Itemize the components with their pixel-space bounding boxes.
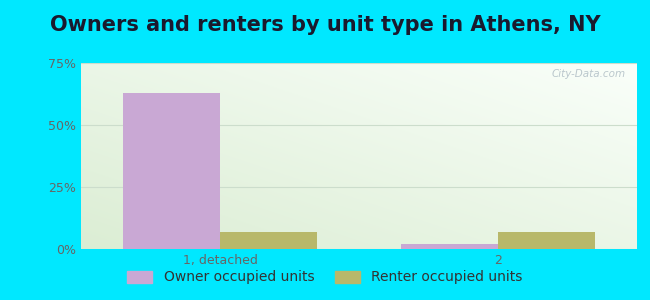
- Legend: Owner occupied units, Renter occupied units: Owner occupied units, Renter occupied un…: [122, 265, 528, 290]
- Text: Owners and renters by unit type in Athens, NY: Owners and renters by unit type in Athen…: [49, 15, 601, 35]
- Text: City-Data.com: City-Data.com: [552, 69, 626, 79]
- Bar: [123, 93, 220, 249]
- Bar: [220, 232, 317, 249]
- Bar: [401, 244, 498, 249]
- Bar: [498, 232, 595, 249]
